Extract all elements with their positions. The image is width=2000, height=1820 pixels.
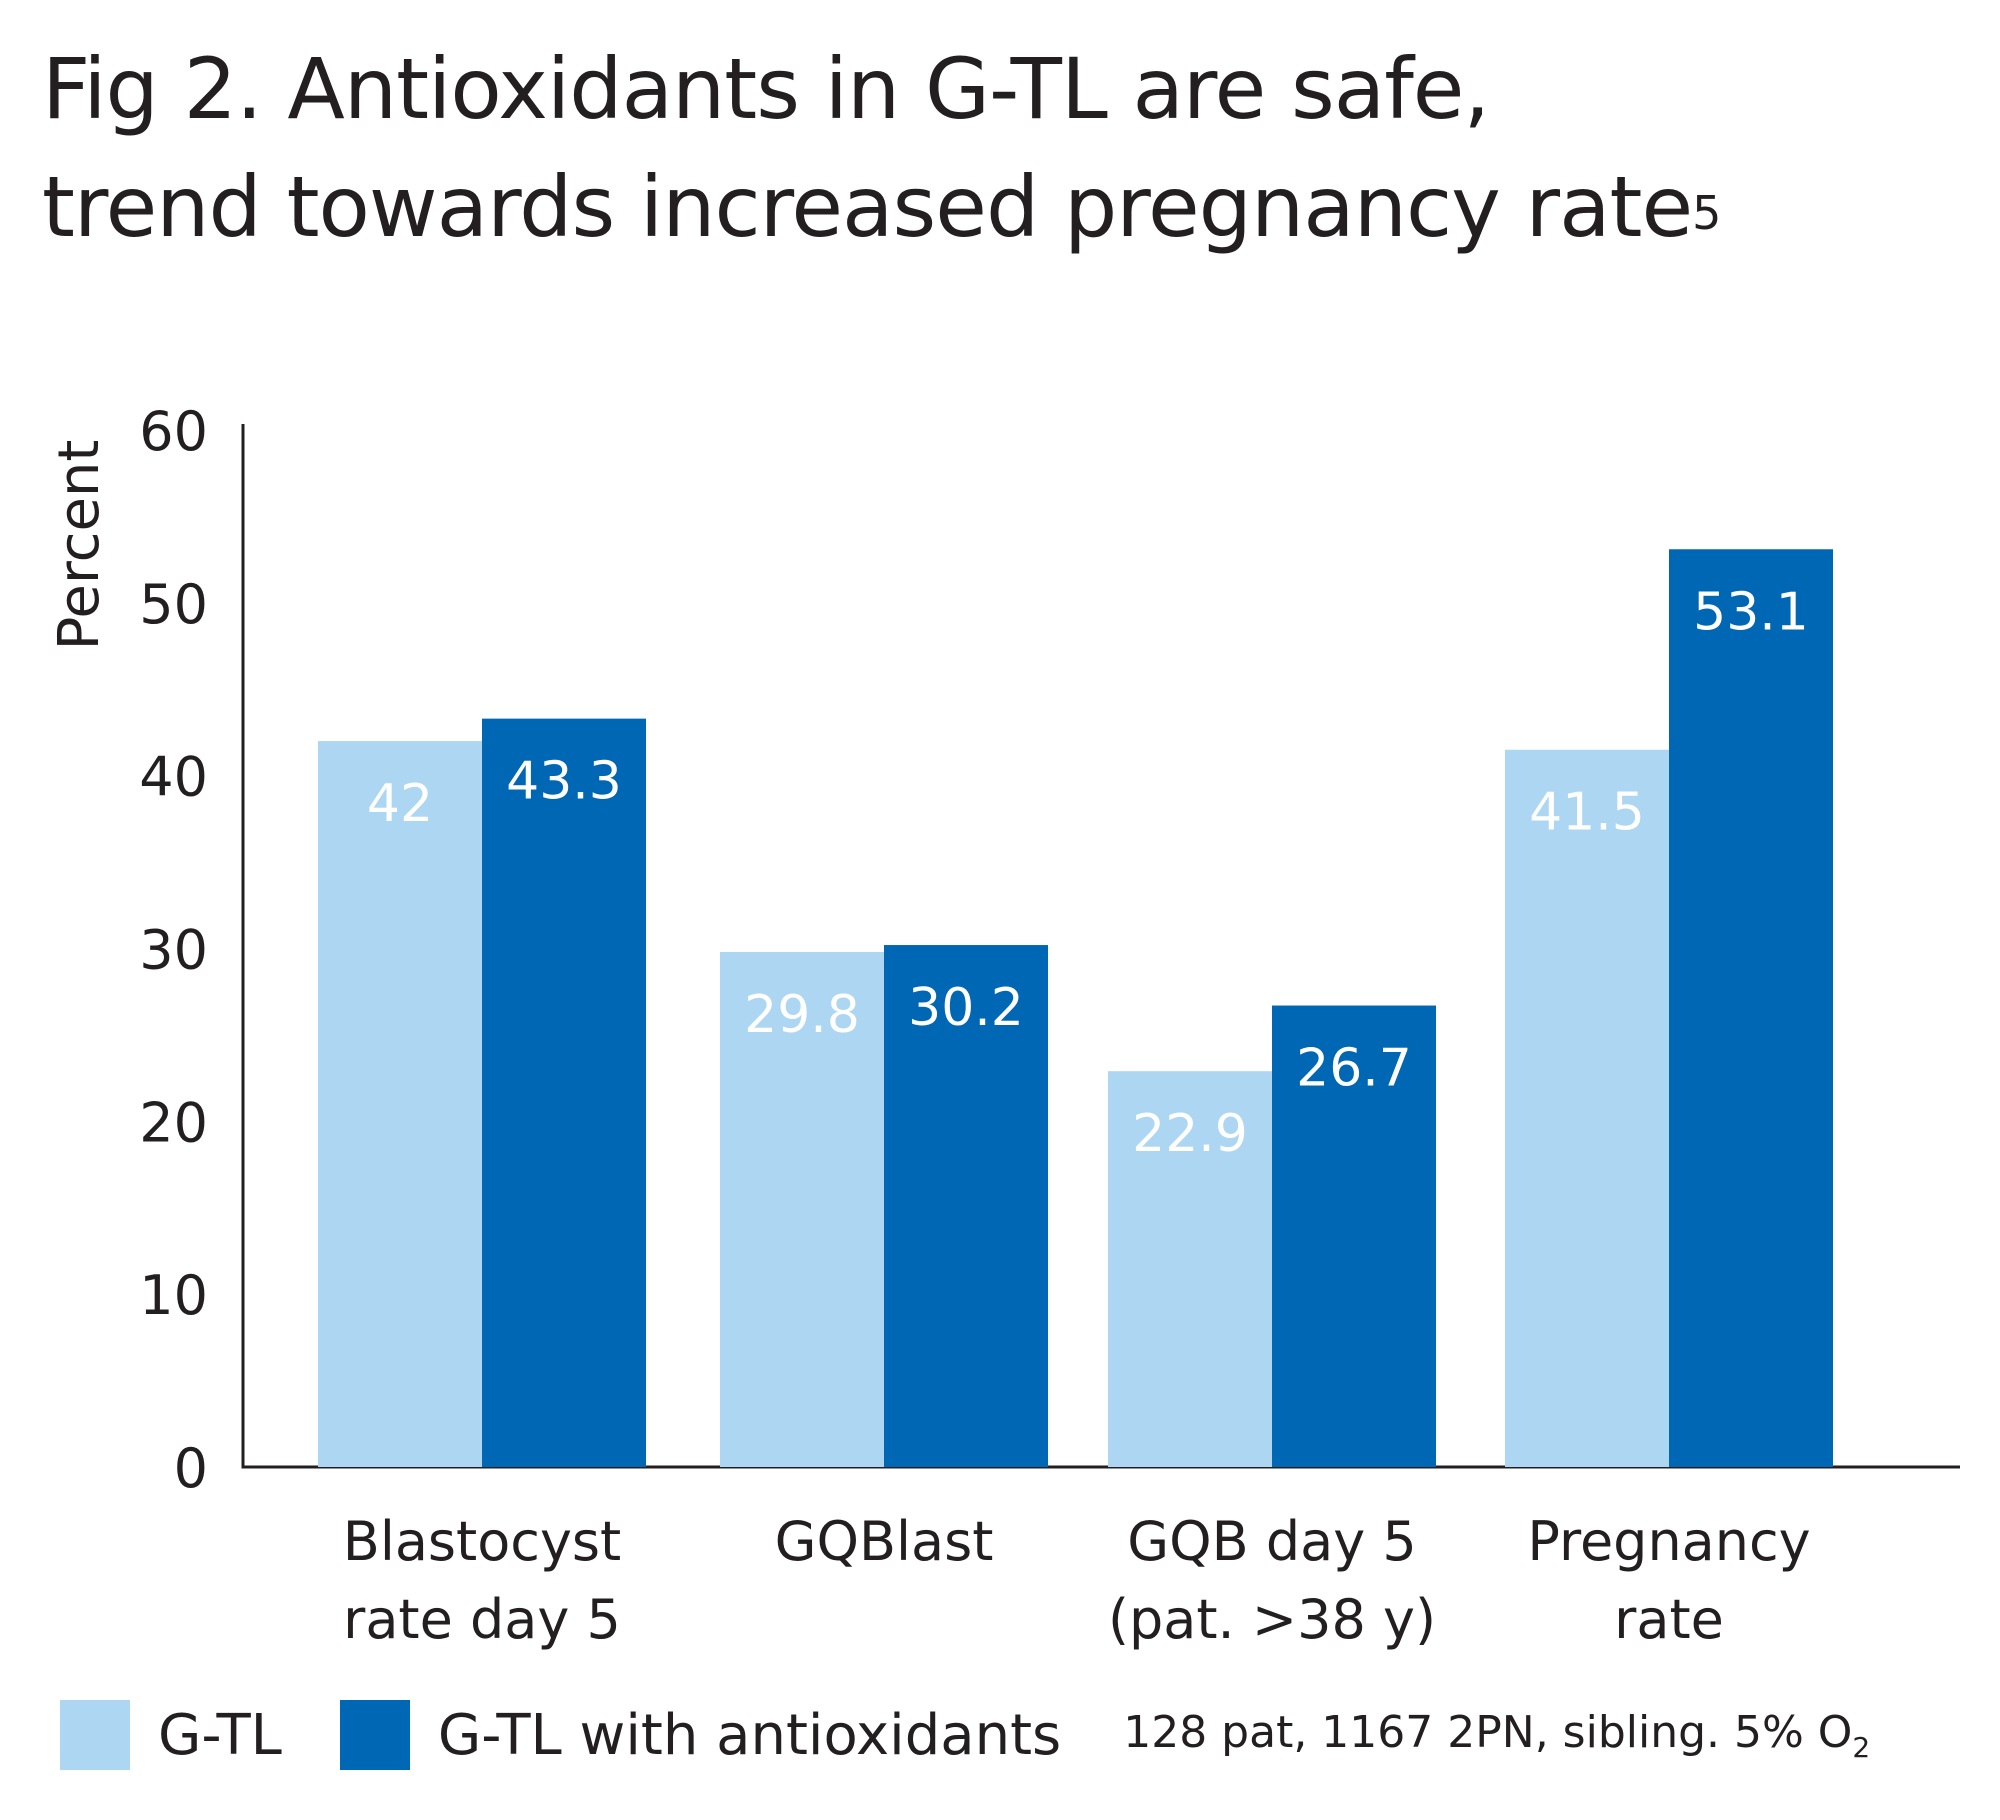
bar-value-label: 22.9: [1132, 1104, 1248, 1164]
y-tick-label: 10: [139, 1264, 208, 1327]
bar: [884, 945, 1048, 1467]
title-line-2: trend towards increased pregnancy rate5: [42, 148, 1721, 266]
bar-chart: 0 10 20 30 40 50 60 Percent 42 43.3 Blastocyst rate…: [47, 400, 1960, 1651]
x-tick-label: Blastocyst: [343, 1510, 621, 1573]
y-axis-label: Percent: [47, 440, 112, 651]
bar: [318, 741, 482, 1467]
legend-item-gtl: G-TL: [60, 1700, 282, 1770]
bar: [1272, 1005, 1436, 1467]
bar: [482, 718, 646, 1467]
title-footnote-ref: 5: [1692, 186, 1721, 240]
bar-value-label: 29.8: [744, 985, 860, 1045]
bar-value-label: 42: [367, 774, 433, 834]
bar-value-label: 30.2: [908, 978, 1024, 1038]
legend-label-gtl: G-TL: [158, 1702, 282, 1768]
y-tick-label: 50: [139, 573, 208, 636]
bar-value-label: 41.5: [1529, 783, 1645, 843]
x-tick-label: (pat. >38 y): [1108, 1588, 1436, 1651]
x-tick-label: Pregnancy: [1527, 1510, 1810, 1573]
x-tick-label: rate day 5: [343, 1588, 621, 1651]
y-tick-label: 60: [139, 400, 208, 463]
x-tick-label: rate: [1614, 1588, 1724, 1651]
y-tick-label: 40: [139, 746, 208, 809]
bar: [1108, 1071, 1272, 1467]
study-note-subscript: 2: [1852, 1730, 1871, 1764]
bar-value-label: 53.1: [1693, 582, 1809, 642]
study-note: 128 pat, 1167 2PN, sibling. 5% O2: [1123, 1707, 1870, 1764]
legend-swatch-gtl: [60, 1700, 130, 1770]
title-line-1: Fig 2. Antioxidants in G-TL are safe,: [42, 40, 1490, 138]
legend-item-gtl-antioxidants: G-TL with antioxidants: [339, 1700, 1062, 1770]
bar-value-label: 43.3: [506, 752, 622, 812]
legend-label-gtl-antioxidants: G-TL with antioxidants: [437, 1702, 1062, 1768]
x-tick-label: GQBlast: [775, 1510, 994, 1573]
bar-value-label: 26.7: [1296, 1039, 1412, 1099]
chart-title: Fig 2. Antioxidants in G-TL are safe, tr…: [42, 30, 1721, 266]
y-tick-label: 0: [174, 1437, 208, 1500]
title-line-2-text: trend towards increased pregnancy rate: [42, 158, 1693, 256]
x-tick-label: GQB day 5: [1127, 1510, 1416, 1573]
bar: [1505, 749, 1669, 1467]
bar: [1669, 549, 1833, 1467]
bar: [720, 951, 884, 1467]
y-tick-label: 30: [139, 919, 208, 982]
legend: G-TL G-TL with antioxidants 128 pat, 116…: [60, 1700, 1870, 1770]
study-note-text: 128 pat, 1167 2PN, sibling. 5% O: [1123, 1706, 1853, 1758]
legend-swatch-gtl-antioxidants: [339, 1700, 410, 1770]
y-tick-label: 20: [139, 1091, 208, 1154]
